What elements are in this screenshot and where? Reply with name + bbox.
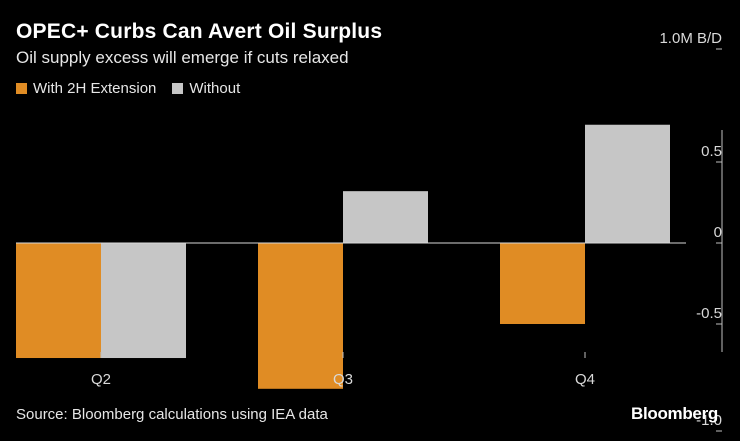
legend-swatch-orange bbox=[16, 83, 27, 94]
y-tick-label-0.5: 0.5 bbox=[701, 143, 722, 160]
legend-item-without: Without bbox=[172, 80, 240, 97]
y-tick-label--1.0: -1.0 bbox=[696, 412, 722, 429]
legend-label-without: Without bbox=[189, 80, 241, 97]
y-tick-label-0: 0 bbox=[714, 224, 722, 241]
bar-q4-series-0 bbox=[500, 243, 585, 324]
x-tick-label-q2: Q2 bbox=[91, 371, 111, 388]
legend-swatch-gray bbox=[172, 83, 184, 94]
legend-item-with-extension: With 2H Extension bbox=[16, 80, 156, 97]
legend-label-with-extension: With 2H Extension bbox=[33, 80, 157, 97]
bar-q4-series-1 bbox=[585, 124, 670, 243]
bar-q2-series-0 bbox=[16, 243, 101, 359]
bar-q3-series-0 bbox=[258, 243, 343, 389]
legend: With 2H Extension Without bbox=[16, 80, 256, 97]
y-axis-unit-label: 1.0M B/D bbox=[659, 30, 722, 47]
y-tick-label--0.5: -0.5 bbox=[696, 305, 722, 322]
source-note: Source: Bloomberg calculations using IEA… bbox=[16, 406, 328, 423]
bar-q3-series-1 bbox=[343, 191, 428, 243]
bar-q2-series-1 bbox=[101, 243, 186, 359]
x-tick-label-q4: Q4 bbox=[575, 371, 595, 388]
chart-title: OPEC+ Curbs Can Avert Oil Surplus bbox=[16, 20, 383, 43]
x-tick-label-q3: Q3 bbox=[333, 371, 353, 388]
chart-subtitle: Oil supply excess will emerge if cuts re… bbox=[16, 48, 349, 67]
bloomberg-logo: Bloomberg bbox=[630, 404, 718, 423]
